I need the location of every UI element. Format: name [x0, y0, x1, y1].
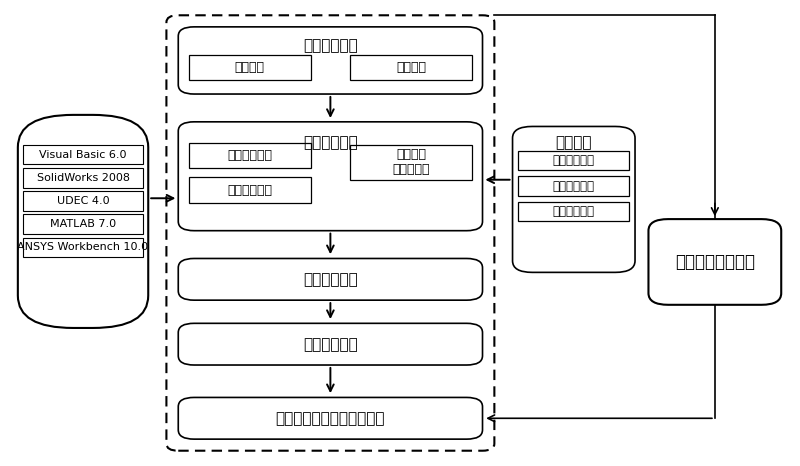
Text: 刀具优化布置: 刀具优化布置 — [227, 184, 272, 197]
FancyBboxPatch shape — [178, 323, 482, 365]
Text: 刀具选型理论: 刀具选型理论 — [553, 180, 594, 193]
Text: UDEC 4.0: UDEC 4.0 — [57, 196, 110, 206]
FancyBboxPatch shape — [178, 259, 482, 300]
Bar — [350, 145, 472, 180]
FancyBboxPatch shape — [649, 219, 782, 305]
Text: 目标刀盘优化三维设计结果: 目标刀盘优化三维设计结果 — [276, 411, 385, 426]
Text: SolidWorks 2008: SolidWorks 2008 — [37, 173, 130, 183]
Text: 刀具布置理论: 刀具布置理论 — [553, 205, 594, 218]
Bar — [22, 214, 143, 234]
Text: 基本构形设计: 基本构形设计 — [227, 149, 272, 162]
FancyBboxPatch shape — [178, 122, 482, 231]
Bar — [518, 177, 630, 196]
Text: ANSYS Workbench 10.0: ANSYS Workbench 10.0 — [18, 242, 149, 253]
Bar — [189, 143, 311, 168]
Text: 基本功能模块: 基本功能模块 — [303, 135, 358, 150]
FancyBboxPatch shape — [178, 397, 482, 439]
Text: 刀具地质
适应性选型: 刀具地质 适应性选型 — [392, 148, 430, 176]
Bar — [22, 238, 143, 257]
Text: 地质参数: 地质参数 — [234, 61, 265, 74]
FancyBboxPatch shape — [18, 115, 148, 328]
Text: 优化设计模块: 优化设计模块 — [303, 336, 358, 352]
Text: 技术要求: 技术要求 — [396, 61, 426, 74]
Bar — [22, 145, 143, 164]
Text: 性能分析模块: 性能分析模块 — [303, 272, 358, 287]
Text: 基本理论: 基本理论 — [555, 135, 592, 150]
Text: 开口设计理论: 开口设计理论 — [553, 154, 594, 167]
Bar — [350, 55, 472, 80]
Bar — [518, 151, 630, 171]
Bar — [189, 178, 311, 203]
Text: MATLAB 7.0: MATLAB 7.0 — [50, 219, 116, 229]
Text: 用户输入模块: 用户输入模块 — [303, 38, 358, 53]
FancyBboxPatch shape — [166, 15, 494, 451]
Bar — [22, 192, 143, 211]
Bar — [189, 55, 311, 80]
Bar — [518, 202, 630, 221]
Text: Visual Basic 6.0: Visual Basic 6.0 — [39, 150, 126, 160]
FancyBboxPatch shape — [178, 27, 482, 94]
Bar — [22, 168, 143, 188]
FancyBboxPatch shape — [513, 126, 635, 272]
Text: 历史数据管理模块: 历史数据管理模块 — [675, 253, 755, 271]
